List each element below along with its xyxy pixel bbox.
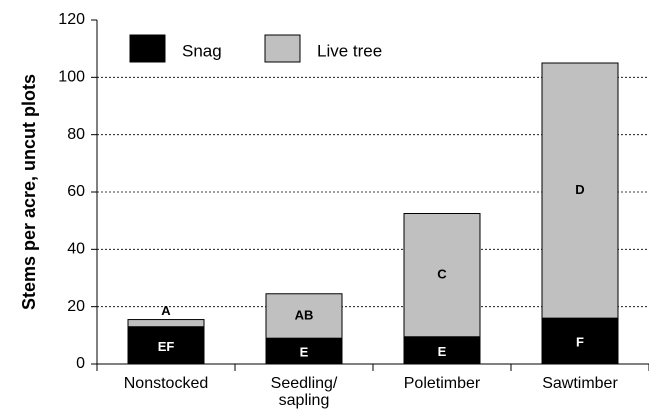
y-axis-label: Stems per acre, uncut plots — [19, 74, 39, 310]
legend-label: Snag — [182, 41, 222, 60]
bar-segment — [541, 62, 619, 319]
bar-letter: E — [300, 345, 309, 360]
y-tick-label: 60 — [67, 183, 85, 200]
y-tick-label: 120 — [58, 11, 85, 28]
x-tick-label: Sawtimber — [542, 375, 618, 392]
bar-segment — [541, 317, 619, 365]
bar-segment — [265, 293, 343, 339]
y-tick-label: 0 — [76, 355, 85, 372]
legend-label: Live tree — [317, 41, 382, 60]
bar-letter: EF — [158, 339, 175, 354]
bar-segment — [127, 319, 205, 328]
legend-swatch — [129, 34, 166, 63]
bar-letter: A — [161, 303, 171, 318]
y-tick-label: 20 — [67, 298, 85, 315]
y-tick-label: 80 — [67, 126, 85, 143]
x-tick-label: Seedling/sapling — [271, 375, 338, 409]
bar-letter: C — [437, 267, 447, 282]
x-tick-label: Nonstocked — [124, 375, 209, 392]
y-tick-label: 100 — [58, 69, 85, 86]
bar-letter: AB — [295, 307, 314, 322]
bar-letter: F — [576, 335, 584, 350]
bar-letter: E — [438, 344, 447, 359]
bar-segment — [403, 213, 481, 338]
x-tick-label: Poletimber — [404, 375, 481, 392]
legend-swatch — [264, 34, 301, 63]
bar-letter: D — [575, 182, 584, 197]
y-tick-label: 40 — [67, 241, 85, 258]
